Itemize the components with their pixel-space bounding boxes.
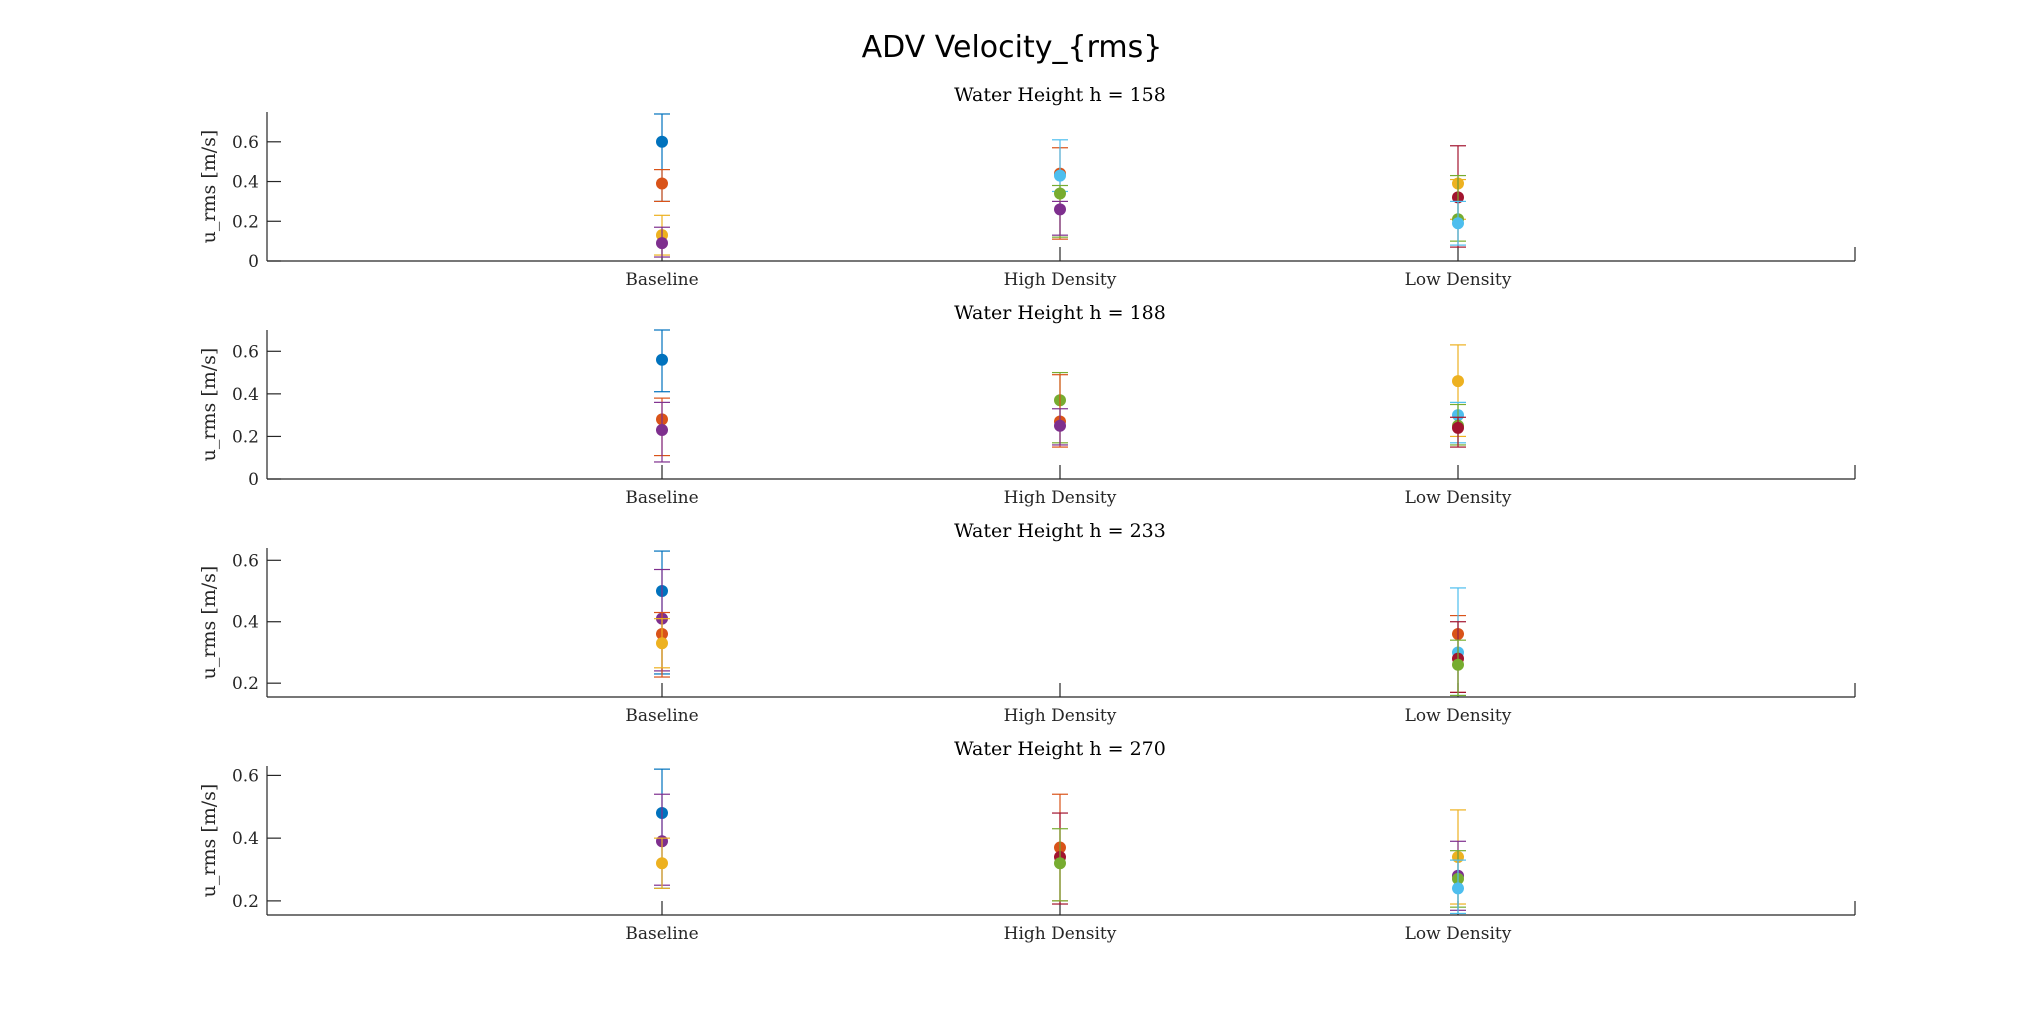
subplot-1: Water Height h = 158 0 0.2 0.4 0.6 Baseline Hi… [198, 84, 1856, 290]
data-point [1054, 203, 1066, 216]
y-axis-label: u_rms [m/s] [198, 784, 220, 898]
x-tick-label: Low Density [1405, 924, 1512, 944]
y-tick-label: 0.2 [232, 892, 259, 912]
y-axis-label: u_rms [m/s] [198, 130, 220, 244]
subplot-title: Water Height h = 270 [954, 738, 1166, 760]
subplot-4: Water Height h = 270 0.2 0.4 0.6 Baseline Hig… [198, 738, 1856, 944]
data-point [656, 135, 668, 148]
x-tick-label: Baseline [625, 706, 698, 726]
x-tick-label: Baseline [625, 924, 698, 944]
y-tick-label: 0.4 [232, 829, 259, 849]
y-axis-label: u_rms [m/s] [198, 348, 220, 462]
data-point [1054, 169, 1066, 182]
subplot-stack: Water Height h = 158 0 0.2 0.4 0.6 Baseline Hi… [198, 84, 1856, 944]
data-point [1054, 419, 1066, 432]
x-tick-label: High Density [1004, 270, 1117, 290]
y-axis-label: u_rms [m/s] [198, 566, 220, 680]
data-point [1054, 857, 1066, 870]
data-point [1452, 882, 1464, 895]
x-tick-label: Low Density [1405, 706, 1512, 726]
y-tick-label: 0.4 [232, 385, 259, 405]
y-tick-label: 0.4 [232, 173, 259, 193]
subplot-title: Water Height h = 233 [954, 520, 1166, 542]
x-tick-label: High Density [1004, 706, 1117, 726]
y-tick-label: 0.6 [232, 133, 259, 153]
y-tick-label: 0 [248, 470, 259, 490]
y-tick-label: 0.2 [232, 212, 259, 232]
x-tick-label: Baseline [625, 488, 698, 508]
x-tick-label: Low Density [1405, 488, 1512, 508]
x-tick-label: High Density [1004, 924, 1117, 944]
subplot-2: Water Height h = 188 0 0.2 0.4 0.6 Baseline Hi… [198, 302, 1856, 508]
subplot-title: Water Height h = 188 [954, 302, 1166, 324]
data-point [1452, 658, 1464, 671]
data-point [1452, 375, 1464, 388]
subplot-3: Water Height h = 233 0.2 0.4 0.6 Baseline Hig… [198, 520, 1856, 726]
x-tick-label: Low Density [1405, 270, 1512, 290]
y-tick-label: 0.2 [232, 674, 259, 694]
subplot-title: Water Height h = 158 [954, 84, 1166, 106]
figure-title: ADV Velocity_{rms} [862, 30, 1163, 65]
y-tick-label: 0.6 [232, 766, 259, 786]
y-tick-label: 0.2 [232, 427, 259, 447]
data-point [656, 237, 668, 250]
data-point [656, 637, 668, 650]
data-point [1452, 421, 1464, 434]
data-point [1054, 187, 1066, 200]
data-point [656, 857, 668, 870]
x-tick-label: Baseline [625, 270, 698, 290]
y-tick-label: 0 [248, 252, 259, 272]
data-point [656, 353, 668, 366]
y-tick-label: 0.6 [232, 342, 259, 362]
x-tick-label: High Density [1004, 488, 1117, 508]
data-point [1452, 217, 1464, 230]
data-point [656, 177, 668, 190]
data-point [656, 424, 668, 437]
y-tick-label: 0.4 [232, 613, 259, 633]
y-tick-label: 0.6 [232, 551, 259, 571]
